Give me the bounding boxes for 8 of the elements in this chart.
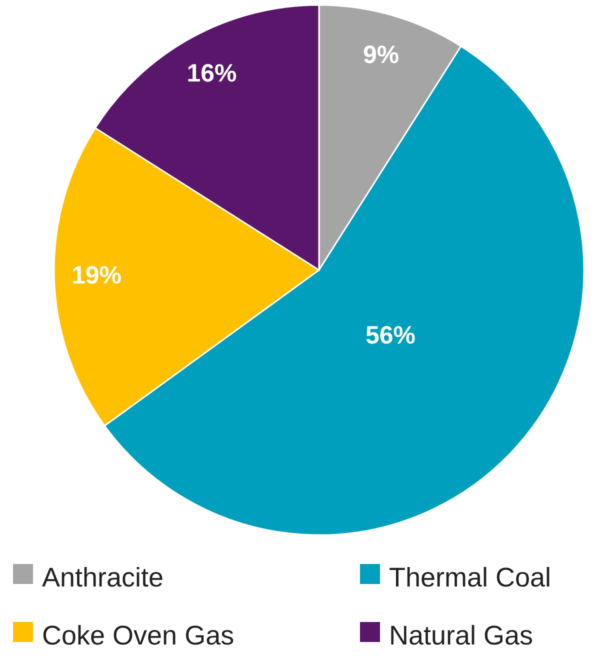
legend-label: Anthracite [42,562,164,592]
data-label: 16% [186,60,237,88]
legend-label: Natural Gas [389,620,534,650]
data-label: 56% [365,322,416,350]
legend-label: Coke Oven Gas [42,620,234,650]
legend-label: Thermal Coal [389,562,552,592]
data-label: 9% [363,40,400,69]
data-label: 19% [71,262,122,290]
